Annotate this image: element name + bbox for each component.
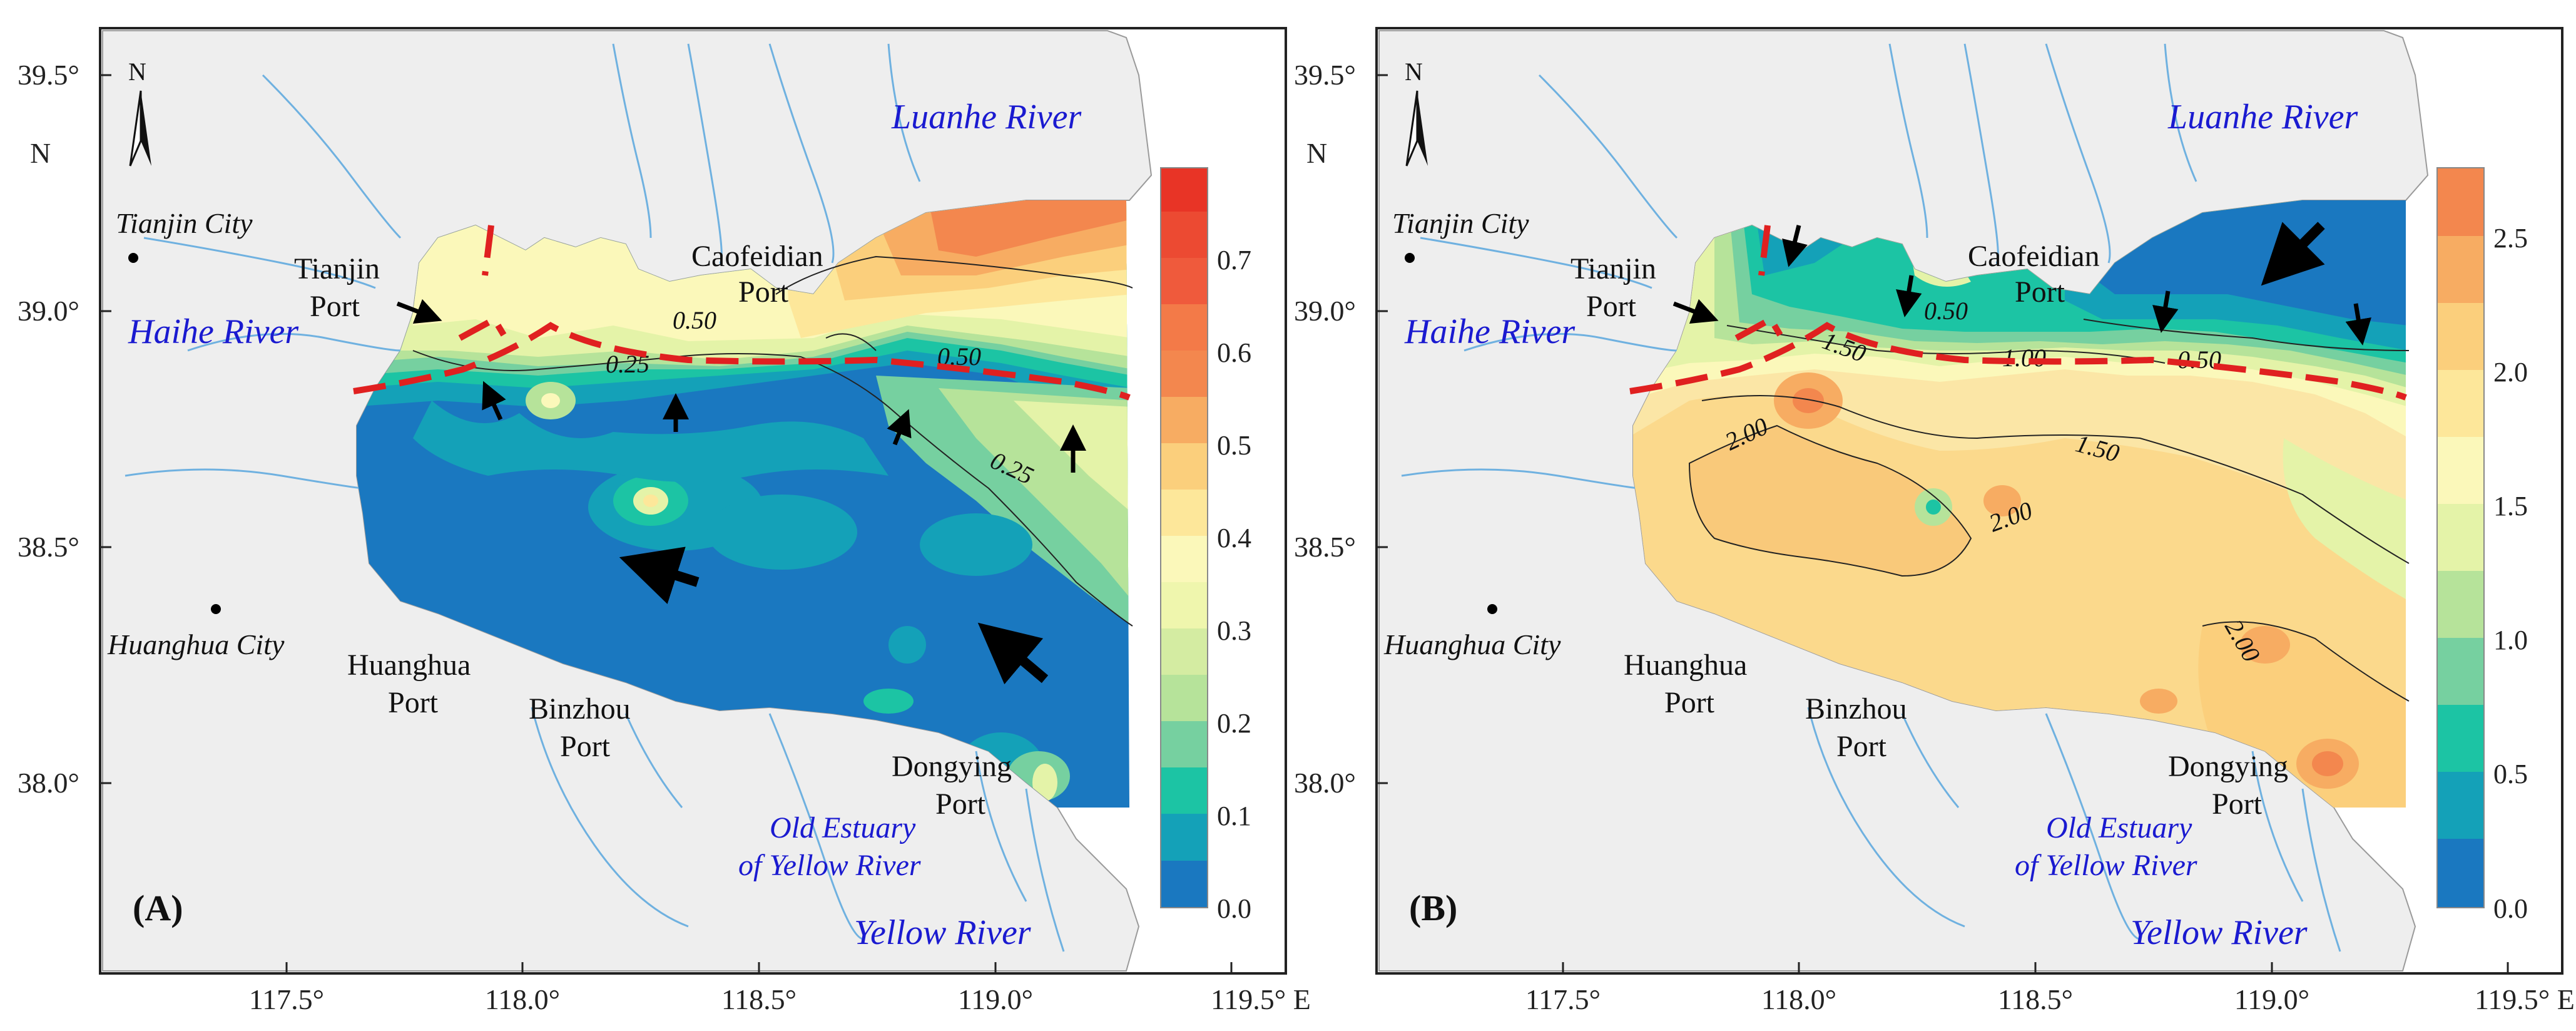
yellow-river-label: Yellow River bbox=[854, 913, 1031, 952]
x-tick-label: 118.0° bbox=[485, 983, 560, 1015]
x-tick-label: 119.0° bbox=[958, 983, 1033, 1015]
x-tick-label: 118.5° bbox=[721, 983, 797, 1015]
caofeidian-port-label: Port bbox=[2015, 275, 2065, 309]
colorbar-tick: 0.0 bbox=[1217, 893, 1251, 924]
x-tick-label: 118.5° bbox=[1998, 983, 2073, 1015]
contour-lines bbox=[412, 255, 1133, 627]
panel-b: 0.50 1.00 1.50 0.50 2.00 1.50 2.00 2.00 … bbox=[1294, 27, 2575, 1015]
colorbar-tick: 0.2 bbox=[1217, 708, 1251, 739]
north-arrow-icon: N bbox=[1405, 58, 1428, 167]
y-tick-label: 38.5° bbox=[1294, 531, 1356, 563]
y-tick-label: 39.0° bbox=[1294, 295, 1356, 327]
axis-ticks bbox=[100, 74, 1233, 973]
y-tick-label: 38.0° bbox=[1294, 767, 1356, 799]
contour-lines bbox=[1688, 319, 2410, 702]
y-tick-label: 39.5° bbox=[18, 59, 79, 91]
old-estuary-label: of Yellow River bbox=[738, 849, 921, 882]
colorbar-tick: 0.5 bbox=[2493, 759, 2528, 789]
tianjin-port-label: Tianjin bbox=[1571, 252, 1656, 285]
flow-arrows bbox=[396, 299, 1086, 685]
panel-a: 0.50 0.25 0.50 0.25 N Tianjin City Huang… bbox=[18, 27, 1311, 1015]
dongying-port-label: Port bbox=[935, 787, 986, 821]
tianjin-city-label: Tianjin City bbox=[116, 207, 253, 239]
city-dot bbox=[128, 253, 138, 263]
dashed-divide-line bbox=[1629, 322, 2407, 401]
binzhou-port-label: Port bbox=[1836, 730, 1887, 763]
contour-label: 0.50 bbox=[673, 306, 716, 334]
colorbar-tick: 0.0 bbox=[2493, 893, 2528, 924]
binzhou-port-label: Binzhou bbox=[1805, 692, 1907, 726]
huanghua-port-label: Huanghua bbox=[347, 649, 471, 682]
caofeidian-port-label: Caofeidian bbox=[1968, 240, 2100, 273]
y-unit-label: N bbox=[1306, 137, 1327, 169]
huanghua-city-label: Huanghua City bbox=[1383, 628, 1561, 660]
north-label: N bbox=[1405, 58, 1423, 86]
luanhe-river-label: Luanhe River bbox=[2167, 98, 2358, 136]
colorbar-tick: 0.5 bbox=[1217, 430, 1251, 461]
contour-label: 0.50 bbox=[1924, 297, 1968, 325]
colorbar-tick: 0.4 bbox=[1217, 523, 1251, 553]
north-label: N bbox=[128, 58, 146, 86]
old-estuary-label: Old Estuary bbox=[770, 811, 916, 844]
panel-label: (A) bbox=[133, 888, 183, 928]
colorbar-tick: 2.0 bbox=[2493, 357, 2528, 387]
yellow-river-label: Yellow River bbox=[2131, 913, 2308, 952]
colorbar-tick: 1.0 bbox=[2493, 625, 2528, 655]
binzhou-port-label: Port bbox=[560, 730, 611, 763]
colorbar-tick: 1.5 bbox=[2493, 491, 2528, 521]
city-dot bbox=[1405, 253, 1415, 263]
colorbar-tick: 0.7 bbox=[1217, 245, 1251, 275]
axis-ticks bbox=[1377, 74, 2509, 973]
x-tick-label: 118.0° bbox=[1761, 983, 1836, 1015]
river-lines bbox=[125, 43, 1065, 952]
x-tick-label: 119.5° E bbox=[2475, 983, 2575, 1015]
x-tick-label: 119.0° bbox=[2234, 983, 2309, 1015]
old-estuary-label: Old Estuary bbox=[2046, 811, 2192, 844]
dashed-divide-branch bbox=[458, 225, 507, 341]
x-tick-label: 117.5° bbox=[1525, 983, 1601, 1015]
city-dot bbox=[1487, 604, 1497, 614]
colorbar-tick: 0.1 bbox=[1217, 801, 1251, 831]
y-tick-label: 38.5° bbox=[18, 531, 79, 563]
tianjin-port-label: Port bbox=[310, 290, 360, 323]
dongying-port-label: Dongying bbox=[2168, 750, 2288, 783]
huanghua-port-label: Huanghua bbox=[1624, 649, 1747, 682]
x-tick-label: 119.5° E bbox=[1211, 983, 1311, 1015]
caofeidian-port-label: Caofeidian bbox=[691, 240, 823, 273]
tianjin-port-label: Port bbox=[1586, 290, 1637, 323]
haihe-river-label: Haihe River bbox=[1404, 312, 1575, 351]
dongying-port-label: Port bbox=[2212, 787, 2263, 821]
dongying-port-label: Dongying bbox=[892, 750, 1012, 783]
old-estuary-label: of Yellow River bbox=[2015, 849, 2197, 882]
tianjin-port-label: Tianjin bbox=[294, 252, 380, 285]
y-tick-label: 39.5° bbox=[1294, 59, 1356, 91]
binzhou-port-label: Binzhou bbox=[529, 692, 631, 726]
contour-label: 0.50 bbox=[2177, 346, 2221, 374]
colorbar bbox=[1160, 167, 1208, 908]
dashed-divide-branch bbox=[1734, 225, 1783, 341]
contour-label: 1.00 bbox=[2002, 344, 2046, 372]
dashed-divide-line bbox=[353, 322, 1131, 401]
colorbar-tick: 0.3 bbox=[1217, 615, 1251, 646]
haihe-river-label: Haihe River bbox=[128, 312, 298, 351]
huanghua-port-label: Port bbox=[1664, 686, 1715, 719]
huanghua-city-label: Huanghua City bbox=[107, 628, 285, 660]
colorbar-tick: 2.5 bbox=[2493, 223, 2528, 254]
city-dot bbox=[211, 604, 221, 614]
colorbar bbox=[2436, 167, 2485, 908]
colorbar-tick: 0.6 bbox=[1217, 337, 1251, 368]
panel-label: (B) bbox=[1409, 888, 1457, 928]
huanghua-port-label: Port bbox=[388, 686, 439, 719]
river-lines bbox=[1401, 43, 2341, 952]
y-tick-label: 39.0° bbox=[18, 295, 79, 327]
tianjin-city-label: Tianjin City bbox=[1392, 207, 1529, 239]
caofeidian-port-label: Port bbox=[738, 275, 789, 309]
north-arrow-icon: N bbox=[128, 58, 151, 167]
x-tick-label: 117.5° bbox=[249, 983, 324, 1015]
flow-arrows bbox=[1672, 222, 2371, 346]
y-unit-label: N bbox=[30, 137, 51, 169]
y-tick-label: 38.0° bbox=[18, 767, 79, 799]
luanhe-river-label: Luanhe River bbox=[891, 98, 1081, 136]
